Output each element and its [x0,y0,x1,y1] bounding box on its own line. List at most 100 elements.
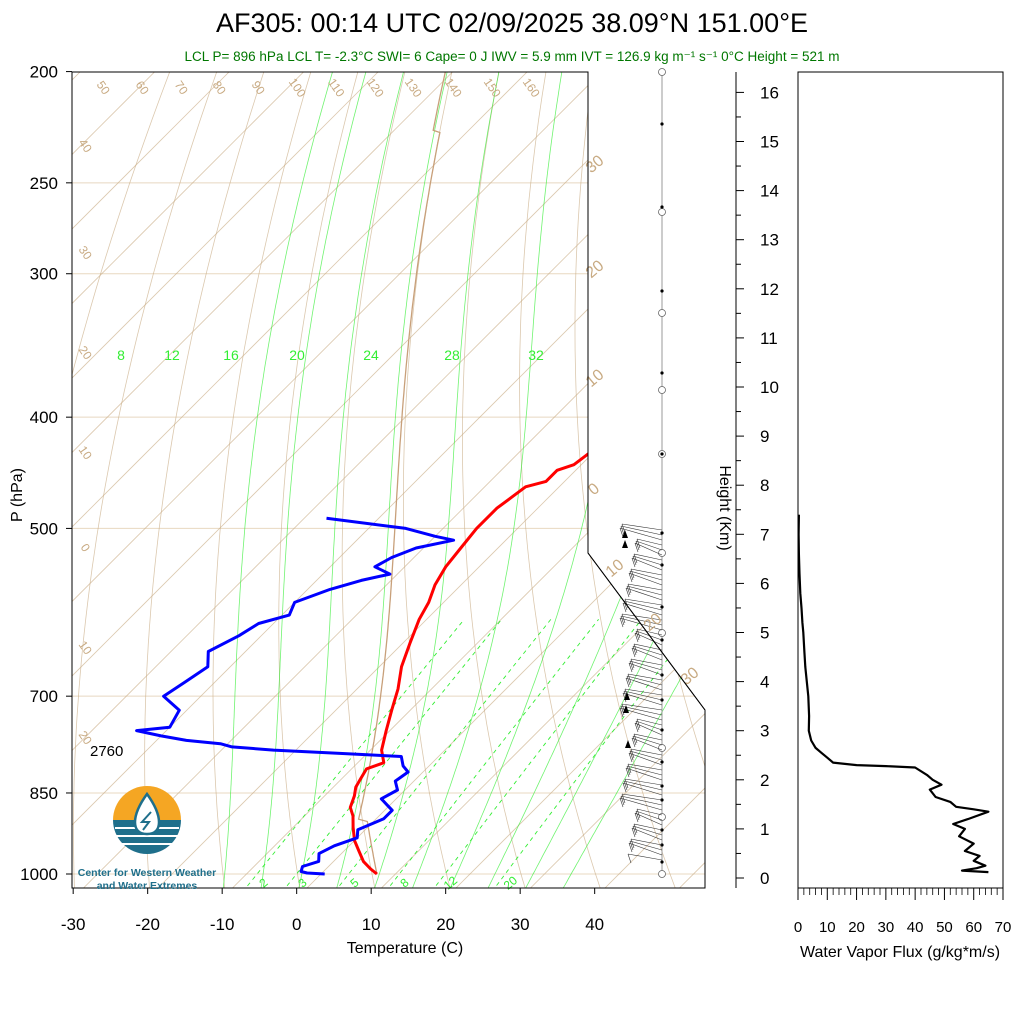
moist-adiabat-line [221,72,333,888]
pressure-axis-label: P (hPa) [9,468,26,522]
wind-barb [633,733,663,741]
height-tick-label: 6 [760,574,769,593]
wind-barb-feather [623,780,628,791]
wind-barb [621,703,663,711]
wind-barb [629,570,663,581]
temperature-tick-label: 40 [585,915,604,934]
wind-barb [628,842,663,856]
moist-adiabat-line [519,72,705,888]
wind-barb [620,525,663,536]
wind-barb [623,780,663,791]
wind-barb-feather [632,735,637,746]
isotherm-line [72,72,705,888]
mixing-ratio-line [380,619,599,888]
moist-adiabat-line [259,72,367,888]
wind-barb-feather [631,737,636,748]
height-axis-label: Height (Km) [716,465,733,550]
frame-diagonal [587,552,706,711]
wind-barb [634,812,663,826]
dry-adiabat-label: 40 [76,136,95,155]
mixing-ratio-label: 16 [223,347,239,363]
plot-frame [71,71,706,889]
pressure-tick-label: 850 [30,784,58,803]
calm-wind-circle [658,549,666,557]
dry-adiabat-label: 90 [249,78,268,97]
calm-wind-circle [658,870,666,878]
dry-adiabat-line [964,0,1024,898]
wind-barb [630,658,663,666]
mixing-ratio-label: 12 [164,347,180,363]
wind-barb [627,673,663,681]
wind-barb [620,615,663,626]
wind-dot [660,531,664,535]
wind-barb-feather [625,677,630,688]
calm-wind-circle [658,386,666,394]
wind-barb-feather [629,660,634,671]
flux-tick-label: 50 [936,919,953,936]
dry-adiabat-line [278,72,476,888]
wind-barb-feather [632,645,637,656]
wind-barb [619,797,663,811]
temperature-tick-label: -30 [61,915,86,934]
wind-barb-feather [635,540,640,551]
wv-frame [797,71,1004,889]
pressure-tick-label: 250 [30,174,58,193]
dry-adiabat-label: 80 [210,78,229,97]
wind-barb [625,767,663,781]
wind-barb-feather [627,673,632,684]
wind-barb [631,827,663,841]
wind-barb [633,823,663,831]
wind-barb [626,675,663,686]
wind-barb-feather [627,763,632,774]
wind-barb-feather [629,570,634,581]
wind-barb [635,810,663,821]
calm-wind-circle [658,208,666,216]
flux-axis-label: Water Vapor Flux (g/kg*m/s) [800,944,1000,961]
wind-barb-feather [626,585,631,596]
wind-dot [660,760,664,764]
flux-profile [798,514,990,874]
dry-adiabat-line [341,72,515,888]
pressure-tick-label: 1000 [20,865,58,884]
wind-barb-feather [634,722,639,733]
dry-adiabat-line [519,72,630,888]
moist-adiabats [221,72,705,888]
dewpoint-profile [135,516,456,876]
height-tick-label: 11 [760,329,778,348]
wind-barb-feather [628,662,633,673]
height-tick-label: 4 [760,673,769,692]
wind-barb-feather [631,827,636,838]
wind-barbs [619,68,666,878]
calm-wind-circle [658,629,666,637]
dry-adiabat-line [212,72,437,888]
wind-barb [621,793,663,801]
wind-dot [660,122,664,126]
mixing-ratio-line [237,619,465,888]
dry-adiabat-line [144,72,399,888]
mixing-ratio-label: 12 [441,873,460,893]
wind-barb-feather [630,568,635,579]
dry-adiabat-label: 20 [76,343,95,362]
isobar-lines [72,72,705,875]
height-tick-label: 1 [760,820,769,839]
wind-flag [624,692,630,700]
wind-dot [660,371,664,375]
wind-barb-feather [625,767,630,778]
wind-barb-feather [633,733,638,744]
wind-dot [660,784,664,788]
wind-barb-feather [635,720,640,731]
dry-adiabat-label: 60 [133,78,152,97]
dry-adiabats [72,0,1024,898]
wind-barb [625,587,663,601]
wind-barb [630,838,663,846]
logo-text-line1: Center for Western Weather [78,867,216,879]
wind-dot [660,605,664,609]
wind-barb-feather [635,630,640,641]
mixing-ratio-label: 20 [289,347,305,363]
wind-barb [626,765,663,776]
wind-barb-feather [632,555,637,566]
wind-barb [624,688,663,696]
wind-dot [660,860,664,864]
wind-barb-feather [619,797,624,808]
